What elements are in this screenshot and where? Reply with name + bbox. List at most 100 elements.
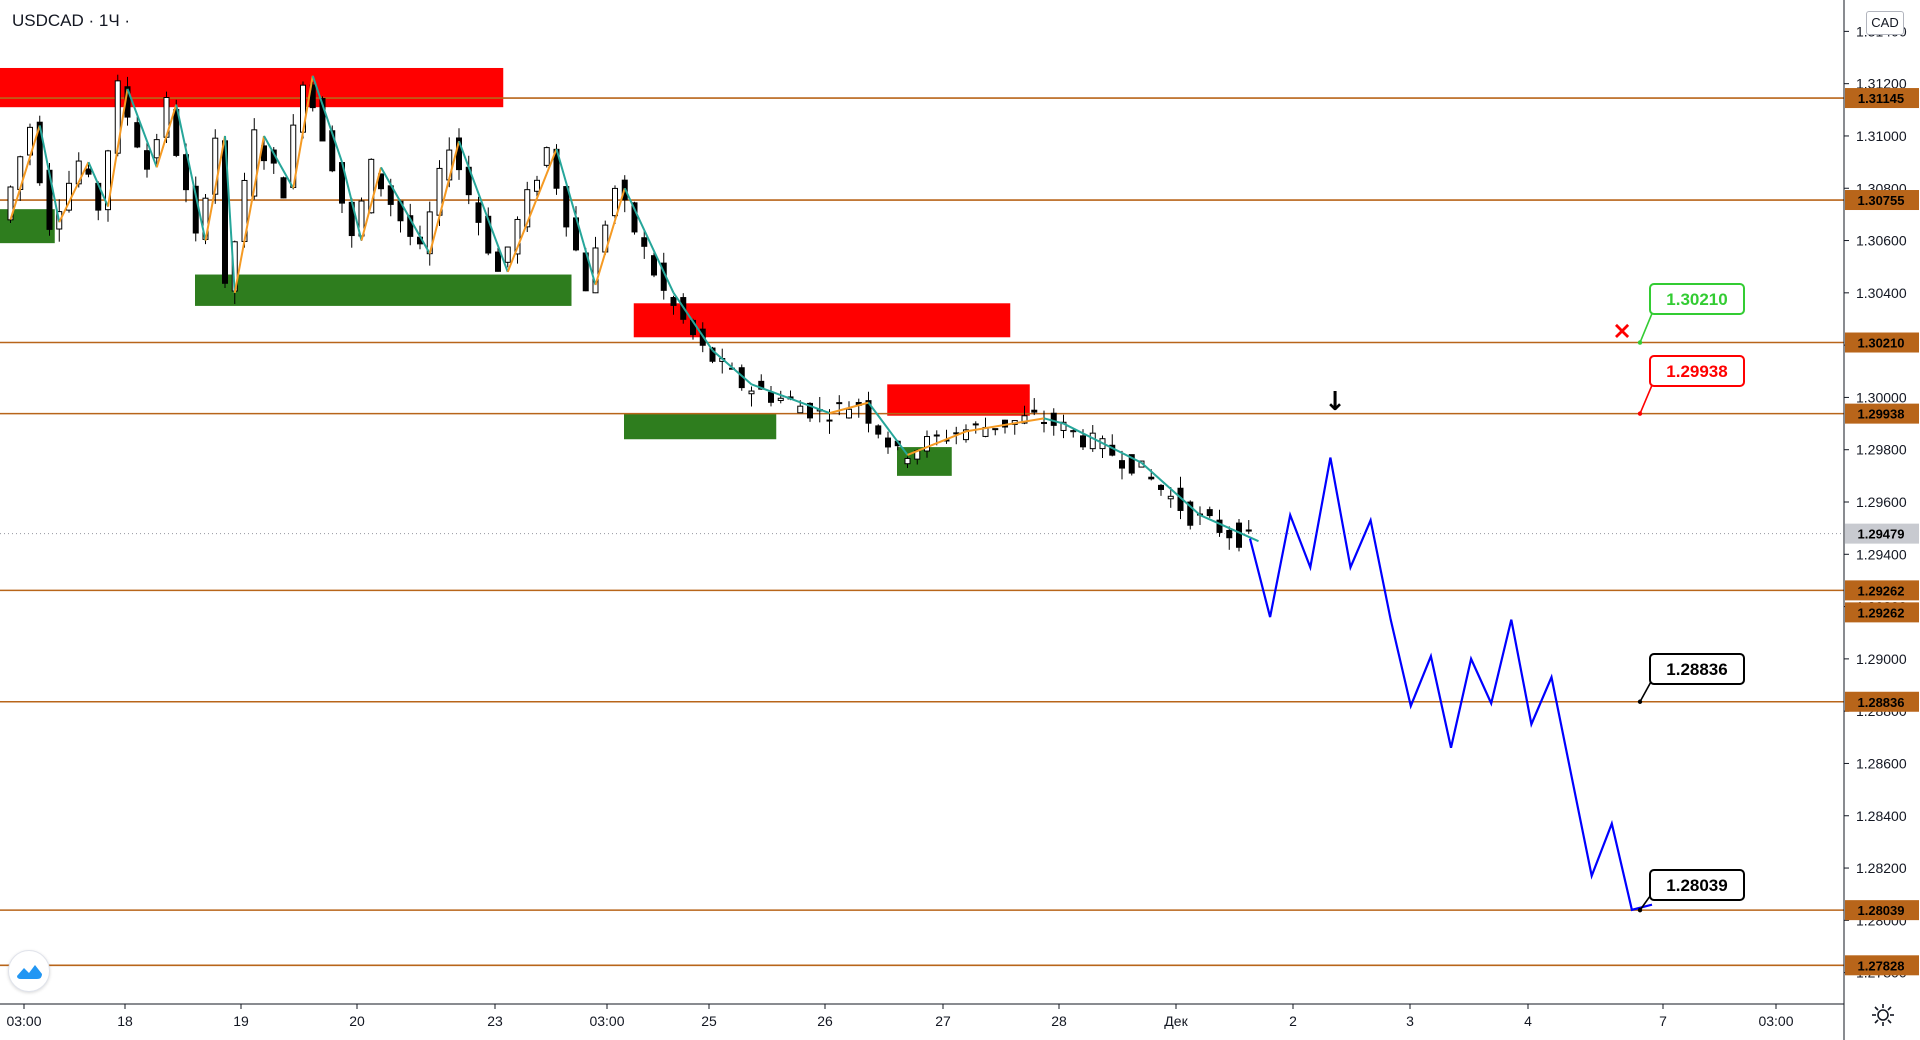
candle-body [1031, 409, 1038, 413]
candle-body [280, 177, 287, 199]
zigzag-segment [126, 88, 158, 168]
currency-badge[interactable]: CAD [1866, 11, 1904, 35]
candle-body [368, 158, 375, 214]
zigzag-segment [380, 166, 431, 255]
zigzag-segment [87, 161, 109, 207]
candle-body [748, 390, 755, 395]
candle-body [534, 179, 540, 192]
candle-body [826, 419, 833, 422]
zigzag-segment [204, 135, 226, 241]
callout-anchor-dot [1637, 699, 1643, 704]
level-price-tag [1845, 900, 1919, 921]
candle-body [1187, 501, 1194, 526]
zigzag-segment [711, 349, 753, 386]
candle-body [378, 173, 384, 190]
price-tick-label: 1.28200 [1856, 860, 1907, 876]
horizontal-levels [0, 97, 1844, 967]
demand-zone [195, 274, 572, 306]
candle-body [1050, 412, 1057, 426]
candle-body [36, 121, 43, 184]
price-tick-label: 1.28400 [1856, 808, 1907, 824]
candle-body [309, 84, 316, 109]
candle-body [904, 457, 911, 465]
zigzag-segment [506, 148, 558, 273]
candle-body [807, 402, 813, 419]
symbol-title[interactable]: USDCAD · 1Ч · [12, 11, 131, 30]
zigzag-segment [751, 383, 830, 415]
down-arrow-icon: ↓ [1324, 387, 1346, 417]
candle-body [963, 429, 969, 441]
tradingview-logo-icon[interactable] [8, 950, 50, 992]
callout-label: 1.28836 [1666, 660, 1727, 679]
level-price-tag-label: 1.27828 [1858, 958, 1905, 973]
price-tick-label: 1.31000 [1856, 128, 1907, 144]
candle-body [1206, 509, 1213, 517]
time-tick-label: Дек [1164, 1013, 1188, 1029]
candle-body [514, 218, 521, 255]
cloud-icon [17, 965, 42, 979]
zigzag-segment [458, 140, 509, 273]
candle-body [933, 434, 940, 437]
candle-body [641, 237, 648, 247]
level-price-tag [1845, 403, 1919, 424]
candle-body [1119, 460, 1125, 469]
level-price-tag-label: 1.28836 [1858, 695, 1905, 710]
callout-box[interactable] [1649, 283, 1745, 315]
time-tick-label: 03:00 [6, 1013, 41, 1029]
callout-label: 1.30210 [1666, 290, 1727, 309]
zigzag-segment [224, 135, 236, 293]
candle-body [1226, 529, 1233, 539]
candle-body [1060, 421, 1067, 431]
price-tick-label: 1.30400 [1856, 285, 1907, 301]
candle-body [1021, 415, 1028, 424]
candle-body [972, 423, 979, 426]
zigzag-segment [428, 140, 460, 254]
candle-body [153, 139, 160, 159]
zigzag-segment [907, 430, 967, 456]
level-price-tag-label: 1.28039 [1858, 903, 1905, 918]
price-candles [7, 74, 1252, 552]
candle-body [183, 154, 189, 191]
zigzag-segment [1043, 417, 1064, 425]
candle-body [768, 391, 774, 403]
candle-body [1245, 529, 1252, 532]
candle-body [670, 297, 677, 306]
candle-body [426, 211, 433, 255]
candle-body [992, 428, 999, 431]
zigzag-segment [38, 125, 61, 223]
time-tick-label: 7 [1659, 1013, 1667, 1029]
candle-body [1089, 432, 1096, 450]
level-price-tag [1845, 691, 1919, 712]
callouts: ↓ 1.30210 × 1.29938 1.28836 1.28039 [1324, 283, 1745, 913]
zigzag-segment [594, 187, 626, 286]
price-tick-label: 1.28600 [1856, 755, 1907, 771]
time-tick-label: 26 [817, 1013, 833, 1029]
candle-body [173, 109, 180, 156]
candle-body [495, 251, 501, 272]
callout-box[interactable] [1649, 653, 1745, 685]
callout-box[interactable] [1649, 355, 1745, 387]
candle-body [1148, 476, 1155, 480]
candle-body [407, 215, 414, 237]
candle-body [543, 147, 550, 166]
zones [0, 67, 1030, 476]
price-tick-label: 1.29600 [1856, 494, 1907, 510]
level-price-tag [1845, 602, 1919, 623]
time-tick-label: 18 [117, 1013, 133, 1029]
level-price-tag-label: 1.30755 [1858, 193, 1905, 208]
candle-body [612, 187, 618, 217]
time-tick-label: 4 [1524, 1013, 1532, 1029]
price-tick-label: 1.29400 [1856, 546, 1907, 562]
supply-zone [633, 303, 1011, 338]
zigzag-segment [58, 161, 90, 223]
candle-body [631, 202, 638, 233]
candle-body [85, 168, 92, 175]
gear-icon[interactable] [1870, 1002, 1896, 1028]
current-price-tag-label: 1.29479 [1858, 527, 1905, 542]
zigzag-segment [233, 135, 265, 294]
candle-body [1167, 495, 1174, 500]
callout-box[interactable] [1649, 869, 1745, 901]
candle-body [1128, 454, 1135, 474]
zigzag-segment [360, 167, 382, 241]
